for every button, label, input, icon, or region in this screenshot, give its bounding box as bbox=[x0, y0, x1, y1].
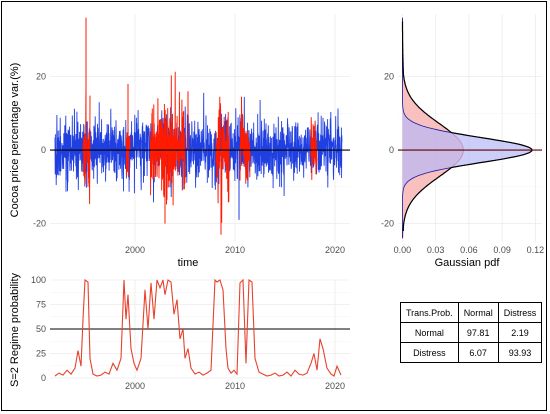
regime-series bbox=[54, 278, 342, 377]
x-tick-label: 0.09 bbox=[493, 245, 511, 255]
x-tick-label: 2020 bbox=[325, 381, 345, 391]
x-tick-label: 2010 bbox=[225, 245, 245, 255]
returns-distress-regime-line bbox=[215, 96, 230, 223]
returns-distress-regime-line bbox=[239, 96, 251, 184]
y-tick-label: -20 bbox=[33, 219, 46, 229]
returns-panel: -20 0 20 2000 2010 2020 Cocoa price percenta… bbox=[9, 14, 350, 269]
density-x-ticks: 0.00 0.03 0.06 0.09 0.12 bbox=[394, 245, 544, 255]
distress-regime-density-fill bbox=[402, 17, 464, 239]
returns-x-axis-title: time bbox=[178, 257, 199, 269]
x-tick-label: 0.06 bbox=[460, 245, 478, 255]
table-cell: 6.07 bbox=[457, 342, 499, 363]
density-y-ticks: -20 0 20 bbox=[381, 72, 394, 229]
y-tick-label: 100 bbox=[31, 275, 46, 285]
y-tick-label: 0 bbox=[41, 145, 46, 155]
returns-distress-regime-line bbox=[310, 117, 318, 180]
table-row: Distress 6.07 93.93 bbox=[400, 342, 543, 363]
y-tick-label: 25 bbox=[36, 349, 46, 359]
regime-y-axis-title: S=2 Regime probability bbox=[9, 272, 21, 387]
x-tick-label: 2020 bbox=[325, 245, 345, 255]
y-tick-label: 75 bbox=[36, 300, 46, 310]
x-tick-label: 2000 bbox=[125, 381, 145, 391]
table-row-label: Distress bbox=[400, 342, 459, 363]
table-header-cell: Distress bbox=[497, 302, 543, 323]
regime-probability-line bbox=[54, 278, 342, 377]
table-row-label: Normal bbox=[400, 322, 459, 343]
table-cell: 97.81 bbox=[457, 322, 499, 343]
density-series bbox=[401, 17, 533, 239]
x-tick-label: 0.00 bbox=[394, 245, 412, 255]
y-tick-label: 20 bbox=[36, 72, 46, 82]
x-tick-label: 0.03 bbox=[427, 245, 445, 255]
x-tick-label: 2010 bbox=[225, 381, 245, 391]
returns-distress-regime-line bbox=[125, 132, 131, 178]
y-tick-label: 0 bbox=[41, 373, 46, 383]
normal-regime-density-fill bbox=[402, 17, 532, 239]
returns-series bbox=[54, 17, 343, 235]
table-row: Normal 97.81 2.19 bbox=[400, 322, 543, 343]
table-cell: 2.19 bbox=[497, 322, 543, 343]
y-tick-label: 50 bbox=[36, 324, 46, 334]
transition-probability-table: Trans.Prob. Normal Distress Normal 97.81… bbox=[400, 302, 543, 363]
returns-y-axis-title: Cocoa price percentage var.(%) bbox=[9, 63, 21, 218]
regime-y-ticks: 0 25 50 75 100 bbox=[31, 275, 46, 383]
table-cell: 93.93 bbox=[497, 342, 543, 363]
table-header-cell: Normal bbox=[457, 302, 499, 323]
returns-normal-regime-line bbox=[54, 92, 343, 203]
y-tick-label: -20 bbox=[381, 219, 394, 229]
mixture-density-line bbox=[401, 21, 533, 231]
x-tick-label: 0.12 bbox=[527, 245, 545, 255]
returns-y-ticks: -20 0 20 bbox=[33, 72, 46, 229]
table-header-cell: Trans.Prob. bbox=[400, 302, 459, 323]
density-x-axis-title: Gaussian pdf bbox=[435, 257, 501, 269]
returns-x-ticks: 2000 2010 2020 bbox=[125, 245, 345, 255]
regime-panel: 0 25 50 75 100 2000 2010 2020 S=2 Regime proba… bbox=[9, 272, 350, 391]
x-tick-label: 2000 bbox=[125, 245, 145, 255]
returns-distress-regime-line bbox=[149, 71, 186, 206]
density-panel: -20 0 20 0.00 0.03 0.06 0.09 0.12 Gaussian pdf bbox=[381, 14, 544, 269]
y-tick-label: 20 bbox=[384, 72, 394, 82]
y-tick-label: 0 bbox=[389, 145, 394, 155]
table-header-row: Trans.Prob. Normal Distress bbox=[400, 302, 543, 323]
regime-x-ticks: 2000 2010 2020 bbox=[125, 381, 345, 391]
